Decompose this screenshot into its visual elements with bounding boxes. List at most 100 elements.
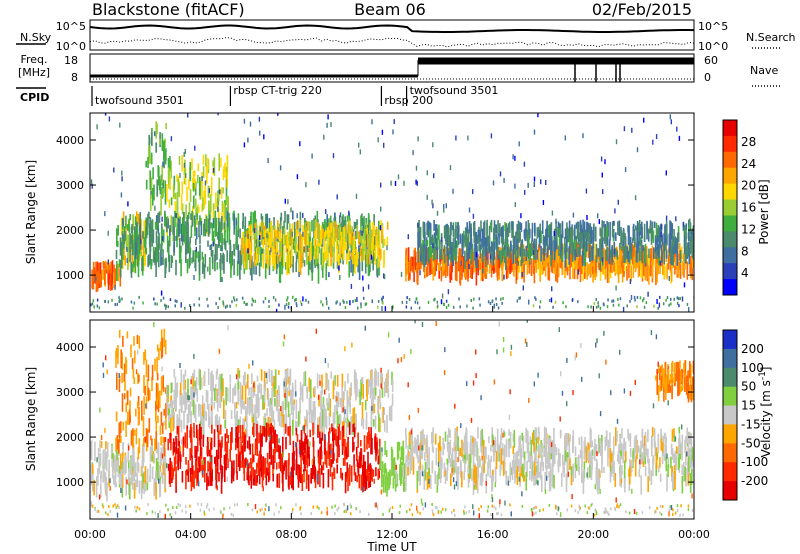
heatmap-cell — [455, 240, 458, 255]
heatmap-cell — [264, 418, 267, 436]
heatmap-cell — [328, 222, 331, 236]
heatmap-cell — [625, 247, 627, 259]
heatmap-cell — [470, 227, 472, 247]
heatmap-cell — [292, 466, 294, 476]
heatmap-cell — [542, 462, 544, 472]
heatmap-cell — [661, 447, 664, 464]
heatmap-cell — [351, 226, 353, 244]
y-tick-label: 1000 — [56, 269, 84, 282]
heatmap-cell — [544, 471, 546, 492]
heatmap-cell — [246, 230, 248, 241]
heatmap-cell — [431, 199, 433, 205]
heatmap-cell — [120, 436, 122, 443]
heatmap-cell — [129, 400, 131, 418]
heatmap-cell — [181, 225, 184, 235]
heatmap-cell — [410, 447, 412, 466]
heatmap-cell — [411, 264, 414, 273]
heatmap-cell — [448, 238, 451, 253]
heatmap-cell — [154, 247, 157, 263]
heatmap-cell — [641, 221, 643, 239]
heatmap-cell — [206, 297, 208, 301]
heatmap-cell — [381, 297, 383, 301]
heatmap-cell — [472, 452, 475, 469]
heatmap-cell — [205, 164, 208, 177]
heatmap-cell — [405, 305, 408, 309]
heatmap-cell — [468, 221, 471, 231]
heatmap-cell — [507, 223, 510, 237]
heatmap-cell — [251, 255, 253, 271]
heatmap-cell — [532, 304, 535, 308]
heatmap-cell — [498, 255, 500, 269]
heatmap-cell — [466, 237, 469, 254]
heatmap-cell — [352, 299, 354, 303]
heatmap-cell — [552, 305, 554, 309]
heatmap-cell — [270, 398, 272, 405]
heatmap-cell — [342, 457, 345, 466]
heatmap-cell — [212, 160, 214, 167]
heatmap-cell — [566, 259, 568, 273]
heatmap-cell — [405, 455, 408, 463]
heatmap-cell — [611, 246, 613, 262]
heatmap-cell — [224, 410, 227, 429]
heatmap-cell — [384, 475, 387, 493]
heatmap-cell — [554, 444, 556, 453]
heatmap-cell — [357, 462, 360, 477]
heatmap-cell — [455, 248, 457, 263]
heatmap-cell — [651, 261, 654, 279]
heatmap-cell — [195, 424, 198, 439]
heatmap-cell — [643, 223, 646, 241]
heatmap-cell — [224, 240, 227, 251]
heatmap-cell — [429, 257, 431, 276]
heatmap-cell — [214, 254, 216, 272]
heatmap-cell — [638, 222, 640, 231]
heatmap-cell — [137, 463, 140, 473]
heatmap-cell — [295, 298, 297, 302]
heatmap-cell — [201, 176, 203, 181]
heatmap-cell — [268, 441, 271, 460]
heatmap-cell — [199, 370, 201, 391]
heatmap-cell — [270, 226, 272, 245]
heatmap-cell — [525, 221, 527, 232]
heatmap-cell — [185, 457, 187, 465]
heatmap-cell — [283, 414, 286, 425]
heatmap-cell — [481, 229, 484, 239]
heatmap-cell — [491, 434, 494, 447]
heatmap-cell — [123, 363, 126, 383]
heatmap-cell — [670, 297, 672, 301]
heatmap-cell — [144, 237, 147, 254]
heatmap-cell — [370, 243, 372, 251]
station-title: Blackstone (fitACF) — [92, 0, 245, 19]
heatmap-cell — [342, 391, 345, 410]
heatmap-cell — [335, 229, 338, 249]
heatmap-cell — [430, 236, 432, 246]
heatmap-cell — [374, 435, 376, 448]
heatmap-cell — [111, 260, 114, 273]
heatmap-cell — [160, 232, 163, 251]
heatmap-cell — [367, 451, 369, 471]
heatmap-cell — [270, 430, 272, 449]
heatmap-cell — [197, 206, 200, 213]
heatmap-cell — [246, 302, 248, 306]
heatmap-cell — [291, 395, 294, 406]
heatmap-cell — [180, 454, 182, 463]
heatmap-cell — [362, 275, 364, 281]
heatmap-cell — [305, 182, 307, 188]
heatmap-cell — [393, 457, 396, 470]
heatmap-cell — [381, 411, 384, 423]
heatmap-cell — [188, 179, 190, 190]
heatmap-cell — [358, 245, 360, 262]
heatmap-cell — [145, 160, 147, 168]
heatmap-cell — [475, 235, 477, 253]
heatmap-cell — [160, 376, 163, 396]
heatmap-cell — [621, 465, 623, 475]
heatmap-cell — [348, 261, 350, 278]
heatmap-cell — [271, 375, 274, 384]
heatmap-cell — [331, 472, 334, 491]
heatmap-cell — [96, 298, 99, 302]
heatmap-cell — [598, 219, 600, 225]
heatmap-cell — [132, 264, 134, 273]
heatmap-cell — [383, 274, 386, 280]
heatmap-cell — [197, 251, 200, 263]
heatmap-cell — [130, 300, 133, 304]
